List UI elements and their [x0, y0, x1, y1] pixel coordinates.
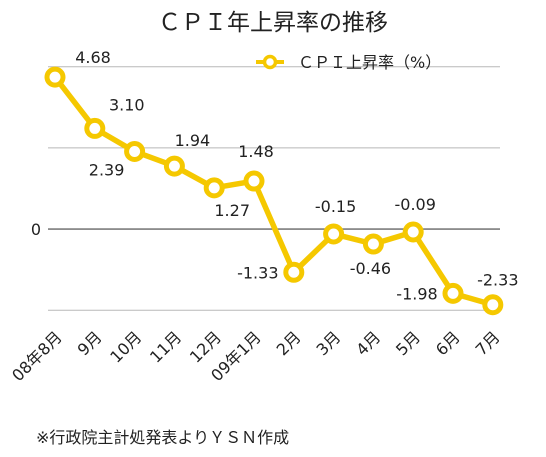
data-label: 1.94 [175, 131, 211, 150]
data-point [124, 140, 146, 162]
series-group [44, 66, 504, 316]
data-point [323, 223, 345, 245]
data-point [44, 66, 66, 88]
data-point [163, 155, 185, 177]
data-label: 4.68 [75, 48, 111, 67]
data-label: -0.09 [394, 195, 435, 214]
x-tick-label: 10月 [106, 327, 145, 366]
data-labels: 4.683.102.391.941.271.48-1.33-0.15-0.46-… [75, 48, 518, 303]
data-label: -1.33 [237, 263, 278, 282]
x-tick-label: 5月 [392, 327, 424, 359]
data-label: 2.39 [89, 160, 125, 179]
chart-title: ＣＰＩ年上昇率の推移 [158, 10, 388, 36]
x-tick-label: 6月 [432, 327, 464, 359]
source-note: ※行政院主計処発表よりＹＳＮ作成 [36, 428, 290, 447]
y-tick-label: 0 [31, 220, 41, 239]
legend-label: ＣＰＩ上昇率（%） [298, 53, 441, 72]
x-tick-label: 11月 [146, 327, 185, 366]
data-label: 1.27 [214, 201, 250, 220]
data-label: -2.33 [477, 271, 518, 290]
x-tick-label: 08年8月 [8, 327, 66, 385]
data-point [203, 177, 225, 199]
data-label: -1.98 [396, 284, 437, 303]
legend: ＣＰＩ上昇率（%） [256, 53, 441, 72]
x-tick-label: 2月 [273, 327, 305, 359]
x-tick-label: 3月 [312, 327, 344, 359]
data-point [362, 233, 384, 255]
data-label: 1.48 [238, 142, 274, 161]
data-label: 3.10 [109, 95, 145, 114]
data-point [442, 282, 464, 304]
legend-circle-marker [262, 54, 278, 70]
data-point [243, 170, 265, 192]
data-point [402, 221, 424, 243]
data-point [84, 117, 106, 139]
x-tick-label: 4月 [352, 327, 384, 359]
data-point [482, 294, 504, 316]
data-label: -0.15 [315, 197, 356, 216]
x-tick-label: 9月 [74, 327, 106, 359]
x-tick-label: 7月 [472, 327, 504, 359]
data-point [283, 261, 305, 283]
data-label: -0.46 [350, 259, 391, 278]
y-axis-labels: 0 [31, 220, 41, 239]
